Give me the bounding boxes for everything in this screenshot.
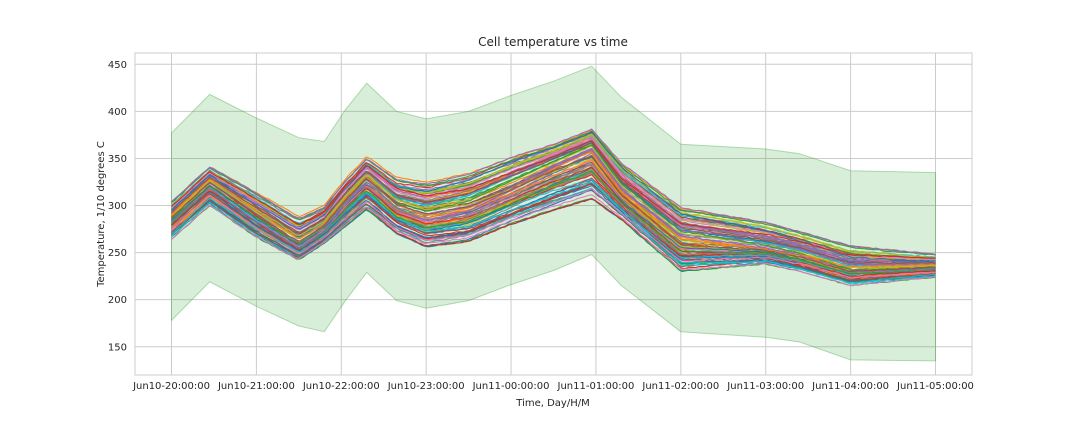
x-tick-labels: Jun10-20:00:00 Jun10-21:00:00 Jun10-22:00:… (132, 381, 974, 392)
y-tick-label: 250 (108, 248, 127, 259)
series-line (171, 141, 936, 264)
y-tick-label: 400 (108, 107, 127, 118)
series-line (171, 187, 936, 285)
y-tick-labels: 150 200 250 300 350 400 450 (108, 60, 127, 353)
x-axis-label: Time, Day/H/M (515, 398, 589, 409)
series-line (171, 170, 936, 275)
y-tick-label: 300 (108, 201, 127, 212)
y-tick-label: 350 (108, 154, 127, 165)
x-tick-label: Jun11-04:00:00 (811, 381, 889, 392)
series-line (171, 178, 936, 284)
x-tick-label: Jun11-02:00:00 (641, 381, 719, 392)
series-lines (171, 128, 936, 287)
x-tick-label: Jun11-05:00:00 (896, 381, 974, 392)
y-axis-label: Temperature, 1/10 degrees C (96, 141, 107, 288)
series-line (171, 194, 936, 287)
y-tick-label: 450 (108, 60, 127, 71)
series-line (171, 154, 936, 272)
x-tick-label: Jun11-00:00:00 (472, 381, 550, 392)
x-tick-label: Jun10-20:00:00 (132, 381, 210, 392)
x-tick-label: Jun11-01:00:00 (557, 381, 635, 392)
series-line (171, 133, 936, 259)
x-tick-label: Jun10-23:00:00 (387, 381, 465, 392)
series-line (171, 183, 936, 282)
series-line (171, 130, 936, 256)
x-tick-label: Jun10-22:00:00 (302, 381, 380, 392)
series-line (171, 149, 936, 273)
series-line (171, 136, 936, 260)
y-tick-label: 150 (108, 342, 127, 353)
chart-title: Cell temperature vs time (478, 35, 628, 49)
x-tick-label: Jun10-21:00:00 (217, 381, 295, 392)
series-line (171, 131, 936, 262)
band-area (171, 65, 936, 362)
x-tick-label: Jun11-03:00:00 (726, 381, 804, 392)
series-line (171, 128, 936, 256)
series-line (171, 158, 936, 268)
y-tick-label: 200 (108, 295, 127, 306)
confidence-band (171, 65, 936, 362)
series-line (171, 140, 936, 259)
series-line (171, 187, 936, 279)
